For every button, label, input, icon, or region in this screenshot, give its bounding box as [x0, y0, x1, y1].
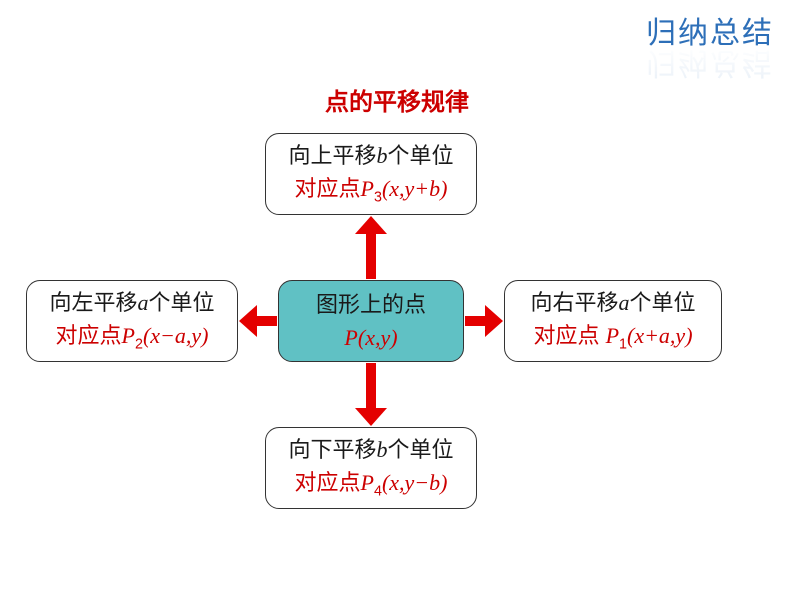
node-center: 图形上的点 P(x,y): [278, 280, 464, 362]
arrow-down: [355, 363, 387, 426]
node-right-formula: 对应点 P1(x+a,y): [533, 319, 692, 356]
node-left: 向左平移a个单位 对应点P2(x−a,y): [26, 280, 238, 362]
node-center-label: 图形上的点: [316, 288, 426, 321]
node-left-label: 向左平移a个单位: [49, 286, 214, 319]
node-right-label: 向右平移a个单位: [530, 286, 695, 319]
node-right: 向右平移a个单位 对应点 P1(x+a,y): [504, 280, 722, 362]
diagram-title: 点的平移规律: [0, 82, 794, 117]
node-down-formula: 对应点P4(x,y−b): [295, 466, 448, 503]
node-up-formula: 对应点P3(x,y+b): [295, 172, 448, 209]
translation-diagram: 图形上的点 P(x,y) 向上平移b个单位 对应点P3(x,y+b) 向下平移b…: [0, 125, 794, 575]
node-center-formula: P(x,y): [344, 321, 397, 354]
node-up-label: 向上平移b个单位: [288, 139, 453, 172]
arrow-right: [465, 305, 503, 337]
node-up: 向上平移b个单位 对应点P3(x,y+b): [265, 133, 477, 215]
node-down: 向下平移b个单位 对应点P4(x,y−b): [265, 427, 477, 509]
arrow-up: [355, 216, 387, 279]
node-down-label: 向下平移b个单位: [288, 433, 453, 466]
node-left-formula: 对应点P2(x−a,y): [56, 319, 209, 356]
arrow-left: [239, 305, 277, 337]
